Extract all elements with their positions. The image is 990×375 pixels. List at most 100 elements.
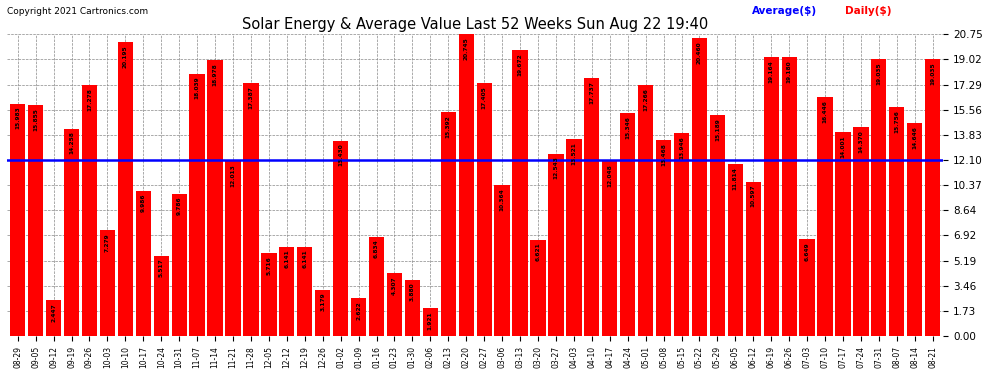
Text: 13.430: 13.430	[339, 144, 344, 166]
Bar	[136, 191, 150, 336]
Text: 15.855: 15.855	[33, 108, 39, 131]
Bar	[889, 107, 905, 336]
Text: 17.387: 17.387	[248, 86, 253, 109]
Text: 2.447: 2.447	[51, 303, 56, 322]
Bar	[244, 83, 258, 336]
Text: 10.364: 10.364	[500, 188, 505, 211]
Text: Daily($): Daily($)	[845, 6, 892, 16]
Bar	[10, 104, 26, 336]
Bar	[189, 74, 205, 336]
Text: 5.716: 5.716	[266, 256, 271, 274]
Bar	[171, 194, 187, 336]
Text: 12.048: 12.048	[607, 164, 612, 186]
Text: 2.622: 2.622	[356, 301, 361, 320]
Bar	[638, 85, 653, 336]
Text: 18.978: 18.978	[213, 63, 218, 86]
Text: 19.180: 19.180	[787, 60, 792, 82]
Text: 19.035: 19.035	[876, 62, 881, 85]
Bar	[458, 34, 474, 336]
Bar	[763, 57, 779, 336]
Text: Average($): Average($)	[751, 6, 817, 16]
Text: 19.164: 19.164	[768, 60, 774, 83]
Text: 10.597: 10.597	[750, 185, 755, 207]
Text: 18.039: 18.039	[195, 76, 200, 99]
Text: 9.986: 9.986	[141, 194, 146, 212]
Text: 13.521: 13.521	[571, 142, 576, 165]
Text: 6.141: 6.141	[302, 250, 307, 268]
Bar	[494, 185, 510, 336]
Bar	[871, 59, 886, 336]
Title: Solar Energy & Average Value Last 52 Weeks Sun Aug 22 19:40: Solar Energy & Average Value Last 52 Wee…	[243, 17, 708, 32]
Bar	[656, 140, 671, 336]
Bar	[261, 253, 276, 336]
Text: 17.405: 17.405	[482, 86, 487, 109]
Bar	[423, 308, 438, 336]
Bar	[584, 78, 599, 336]
Text: 15.189: 15.189	[715, 118, 720, 141]
Text: 19.035: 19.035	[931, 62, 936, 85]
Text: 15.983: 15.983	[15, 106, 20, 129]
Bar	[441, 112, 456, 336]
Bar	[745, 182, 761, 336]
Text: 19.672: 19.672	[518, 53, 523, 76]
Bar	[153, 256, 169, 336]
Bar	[692, 39, 707, 336]
Text: 3.179: 3.179	[320, 293, 325, 311]
Bar	[315, 290, 331, 336]
Text: 15.756: 15.756	[894, 110, 899, 133]
Text: 20.195: 20.195	[123, 45, 128, 68]
Text: 12.543: 12.543	[553, 156, 558, 179]
Bar	[728, 164, 742, 336]
Text: 13.468: 13.468	[661, 143, 666, 166]
Bar	[853, 127, 868, 336]
Bar	[64, 129, 79, 336]
Bar	[369, 237, 384, 336]
Text: 17.737: 17.737	[589, 81, 594, 104]
Text: 15.346: 15.346	[626, 116, 631, 139]
Text: 6.834: 6.834	[374, 240, 379, 258]
Bar	[818, 97, 833, 336]
Text: 9.786: 9.786	[176, 196, 182, 215]
Text: 7.279: 7.279	[105, 233, 110, 252]
Bar	[100, 230, 115, 336]
Text: 20.745: 20.745	[463, 37, 468, 60]
Bar	[351, 298, 366, 336]
Bar	[566, 140, 581, 336]
Text: 1.921: 1.921	[428, 311, 433, 330]
Bar	[674, 133, 689, 336]
Bar	[28, 105, 44, 336]
Text: 5.517: 5.517	[158, 259, 163, 278]
Bar	[710, 115, 725, 336]
Text: 14.001: 14.001	[841, 135, 845, 158]
Text: 3.880: 3.880	[410, 282, 415, 301]
Bar	[279, 247, 294, 336]
Text: 16.446: 16.446	[823, 100, 828, 123]
Text: 11.814: 11.814	[733, 167, 738, 190]
Bar	[405, 280, 420, 336]
Text: 14.258: 14.258	[69, 132, 74, 154]
Text: 6.621: 6.621	[536, 243, 541, 261]
Bar	[297, 247, 313, 336]
Bar	[476, 83, 492, 336]
Text: 6.649: 6.649	[805, 242, 810, 261]
Bar	[800, 239, 815, 336]
Bar	[781, 57, 797, 336]
Bar	[333, 141, 348, 336]
Bar	[925, 59, 940, 336]
Text: 6.141: 6.141	[284, 250, 289, 268]
Bar	[208, 60, 223, 336]
Bar	[82, 85, 97, 336]
Text: 17.266: 17.266	[644, 88, 648, 111]
Bar	[548, 154, 563, 336]
Text: 12.013: 12.013	[231, 164, 236, 187]
Bar	[836, 132, 850, 336]
Bar	[226, 161, 241, 336]
Text: 13.946: 13.946	[679, 136, 684, 159]
Text: 14.370: 14.370	[858, 130, 863, 153]
Bar	[513, 50, 528, 336]
Text: Copyright 2021 Cartronics.com: Copyright 2021 Cartronics.com	[7, 7, 148, 16]
Bar	[46, 300, 61, 336]
Bar	[387, 273, 402, 336]
Bar	[907, 123, 923, 336]
Text: 20.460: 20.460	[697, 41, 702, 64]
